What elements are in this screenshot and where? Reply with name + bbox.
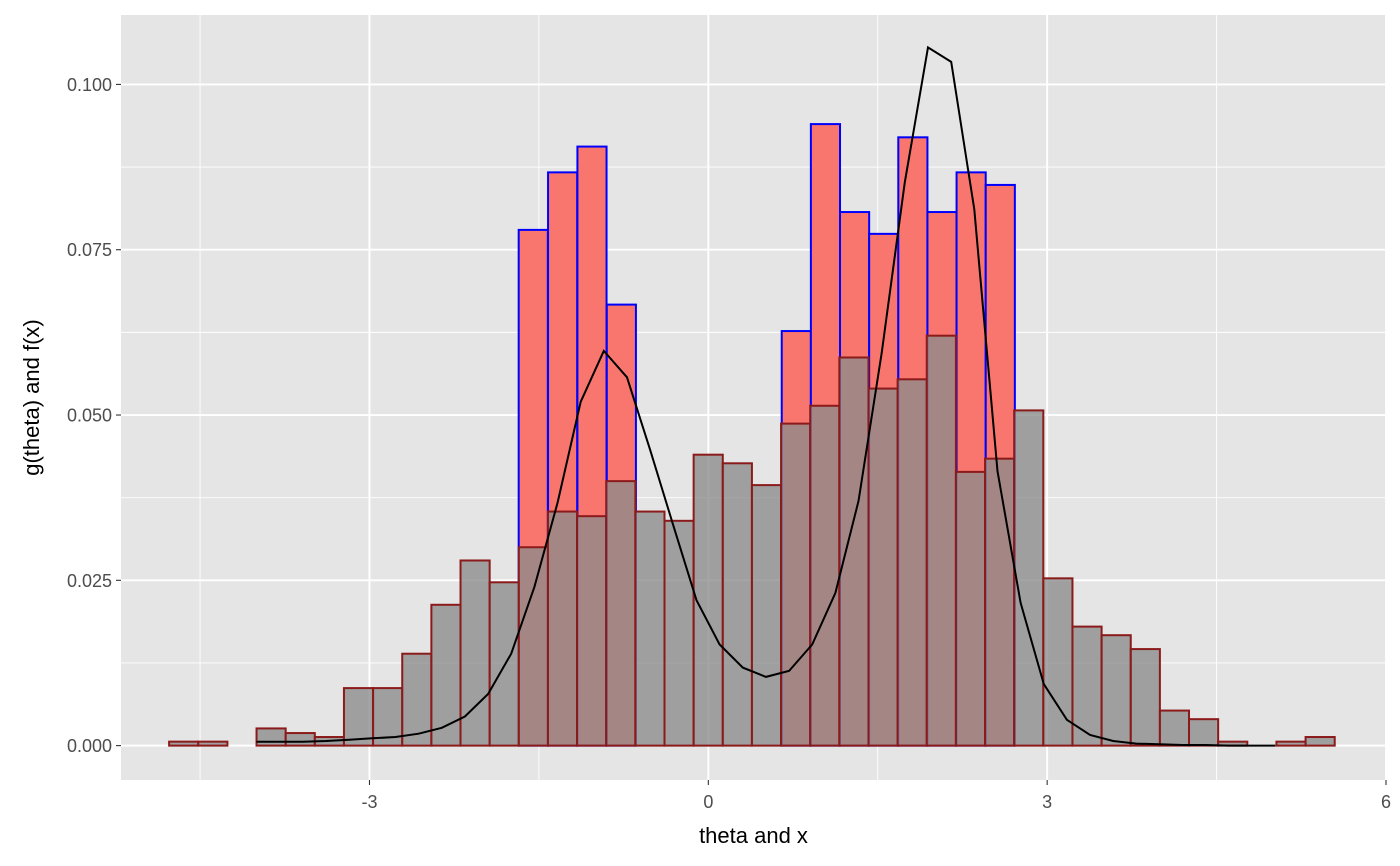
histogram-bar bbox=[925, 334, 957, 747]
x-tick-label: 0 bbox=[703, 792, 713, 812]
y-tick-label: 0.000 bbox=[67, 736, 112, 756]
histogram-bar bbox=[896, 378, 928, 747]
histogram-bar bbox=[984, 457, 1016, 747]
histogram-bar bbox=[1100, 634, 1132, 747]
y-tick-label: 0.100 bbox=[67, 75, 112, 95]
histogram-bar bbox=[401, 652, 433, 747]
histogram-bar bbox=[1071, 625, 1103, 747]
histogram-bar bbox=[342, 687, 375, 747]
histogram-bar bbox=[1129, 648, 1161, 747]
x-histogram bbox=[168, 334, 1336, 747]
histogram-bar bbox=[634, 510, 666, 747]
x-tick-label: -3 bbox=[361, 792, 377, 812]
histogram-bar bbox=[576, 515, 608, 747]
histogram-bar bbox=[168, 740, 200, 747]
histogram-bar bbox=[517, 546, 549, 747]
histogram-bar bbox=[838, 356, 870, 747]
y-axis: 0.000 0.025 0.050 0.075 0.100 bbox=[67, 75, 121, 756]
histogram-bar bbox=[780, 422, 812, 747]
histogram-bar bbox=[867, 387, 899, 747]
y-tick-label: 0.025 bbox=[67, 571, 112, 591]
histogram-bar bbox=[1188, 718, 1220, 747]
histogram-bar bbox=[954, 470, 987, 747]
density-curve bbox=[256, 45, 1276, 747]
x-tick-label: 3 bbox=[1042, 792, 1052, 812]
histogram-bar bbox=[809, 404, 841, 747]
x-axis: -3 0 3 6 bbox=[361, 780, 1391, 812]
histogram-bar bbox=[1158, 709, 1191, 747]
histogram-bar bbox=[255, 727, 287, 747]
x-axis-title: theta and x bbox=[699, 823, 808, 848]
histogram-bar bbox=[546, 510, 579, 747]
histogram-bar bbox=[663, 519, 695, 747]
histogram-bar bbox=[692, 453, 724, 747]
histogram-bar bbox=[605, 480, 637, 747]
density-curve-line bbox=[256, 45, 1276, 747]
histogram-bar bbox=[1013, 409, 1045, 747]
histogram-bar bbox=[430, 603, 462, 747]
histogram-bar bbox=[750, 484, 783, 747]
y-tick-label: 0.050 bbox=[67, 406, 112, 426]
histogram-bar bbox=[1275, 740, 1307, 747]
histogram-bar bbox=[1304, 736, 1336, 747]
histogram-bar bbox=[284, 732, 316, 747]
histogram-bar bbox=[197, 740, 229, 747]
y-tick-label: 0.075 bbox=[67, 240, 112, 260]
x-tick-label: 6 bbox=[1381, 792, 1391, 812]
histogram-bar bbox=[459, 559, 491, 747]
histogram-bar bbox=[721, 462, 753, 747]
y-axis-title: g(theta) and f(x) bbox=[19, 319, 44, 476]
